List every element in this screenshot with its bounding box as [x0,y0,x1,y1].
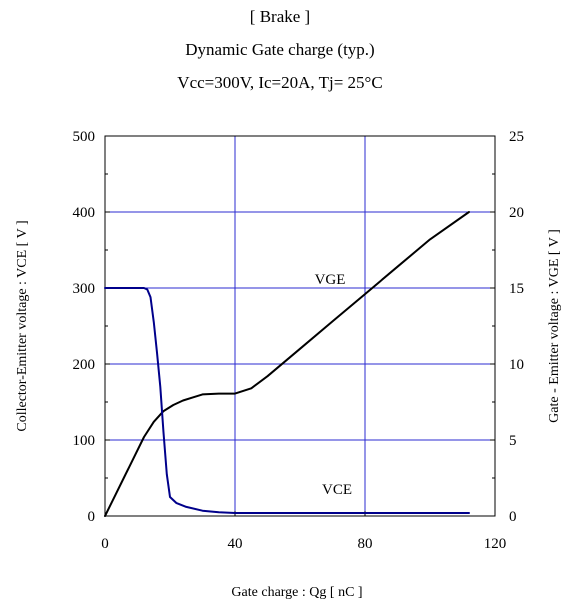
y-left-tick-label: 200 [73,357,96,373]
x-axis-label: Gate charge : Qg [ nC ] [231,585,362,600]
y-right-tick-label: 15 [509,281,524,297]
y-axis-label-left: Collector-Emitter voltage : VCE [ V ] [15,220,30,431]
grid-lines [105,136,495,516]
y-left-tick-label: 300 [73,281,96,297]
y-right-tick-label: 5 [509,433,517,449]
x-tick-label: 120 [484,536,507,552]
axis-ticks [104,135,496,517]
x-tick-label: 40 [228,536,243,552]
chart-title-line-2: Dynamic Gate charge (typ.) [185,40,374,59]
chart-title-line-3: Vcc=300V, Ic=20A, Tj= 25°C [177,73,382,92]
y-right-tick-label: 0 [509,509,517,525]
series-line-vce [104,287,470,514]
series-line-vge [104,211,470,517]
y-right-tick-label: 25 [509,129,524,145]
plot-area-frame [104,135,496,517]
y-axis-label-right: Gate - Emitter voltage : VGE [ V ] [547,229,562,423]
y-right-tick-label: 20 [509,205,524,221]
chart-title-line-1: [ Brake ] [250,7,310,26]
y-right-tick-label: 10 [509,357,524,373]
y-left-tick-label: 500 [73,129,96,145]
y-left-tick-label: 400 [73,205,96,221]
annotation-vce: VCE [322,482,352,498]
annotation-vge: VGE [315,272,346,288]
series-lines [104,211,470,517]
y-left-tick-label: 0 [88,509,96,525]
y-left-tick-label: 100 [73,433,96,449]
x-tick-label: 80 [358,536,373,552]
x-tick-label: 0 [101,536,109,552]
